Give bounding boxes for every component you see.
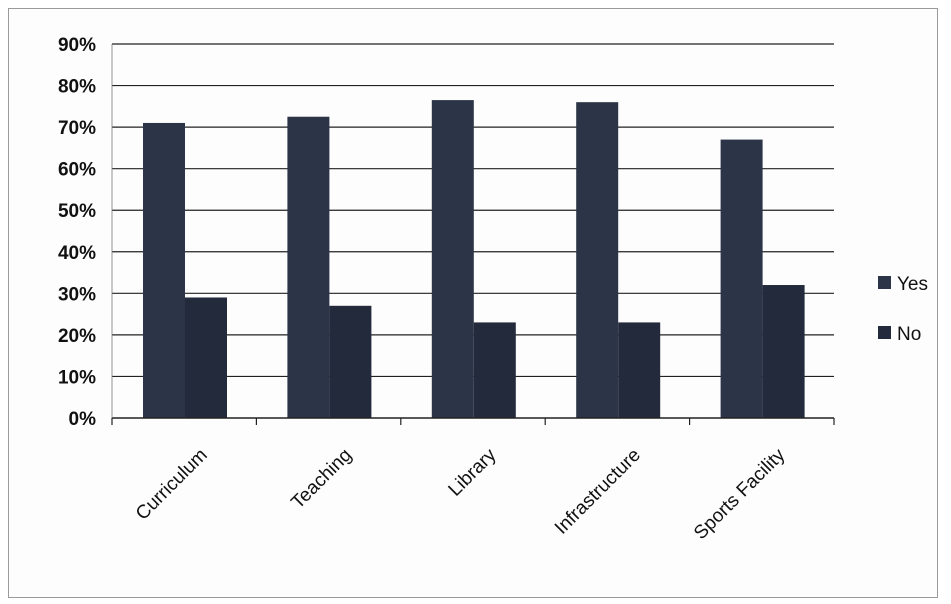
bar-no [185,297,227,418]
bar-no [762,285,805,418]
y-tick-label: 80% [58,77,96,98]
bar-yes [431,100,474,418]
y-tick-label: 0% [69,409,97,430]
y-tick-label: 40% [58,243,96,264]
category-label: Teaching [288,445,357,514]
bar-yes [576,102,619,418]
y-tick-label: 50% [58,201,96,222]
legend-swatch-no [878,326,891,339]
y-tick-label: 20% [58,326,96,347]
y-tick-label: 70% [58,118,96,139]
category-label: Library [445,444,501,500]
category-label: Infrastructure [551,445,645,539]
bar-no [618,322,661,418]
bar-yes [143,122,185,418]
category-label: Curriculum [132,445,212,525]
y-tick-label: 60% [58,160,96,181]
legend-label-no: No [897,324,921,345]
bar-yes [720,139,763,419]
y-tick-label: 10% [58,367,96,388]
legend-label-yes: Yes [897,274,928,295]
legend: Yes No [878,274,928,345]
legend-swatch-yes [878,276,891,289]
y-tick-labels: 0% 10% 20% 30% 40% 50% 60% 70% 80% 90% [58,35,96,430]
bar-yes [287,116,330,418]
y-tick-label: 30% [58,284,96,305]
bar-no [473,322,516,418]
y-tick-label: 90% [58,35,96,56]
bars [143,100,805,419]
category-label: Sports Facility [690,444,790,544]
category-labels: Curriculum Teaching Library Infrastructure S… [132,444,790,544]
bar-no [329,305,372,418]
x-axis [111,44,835,425]
